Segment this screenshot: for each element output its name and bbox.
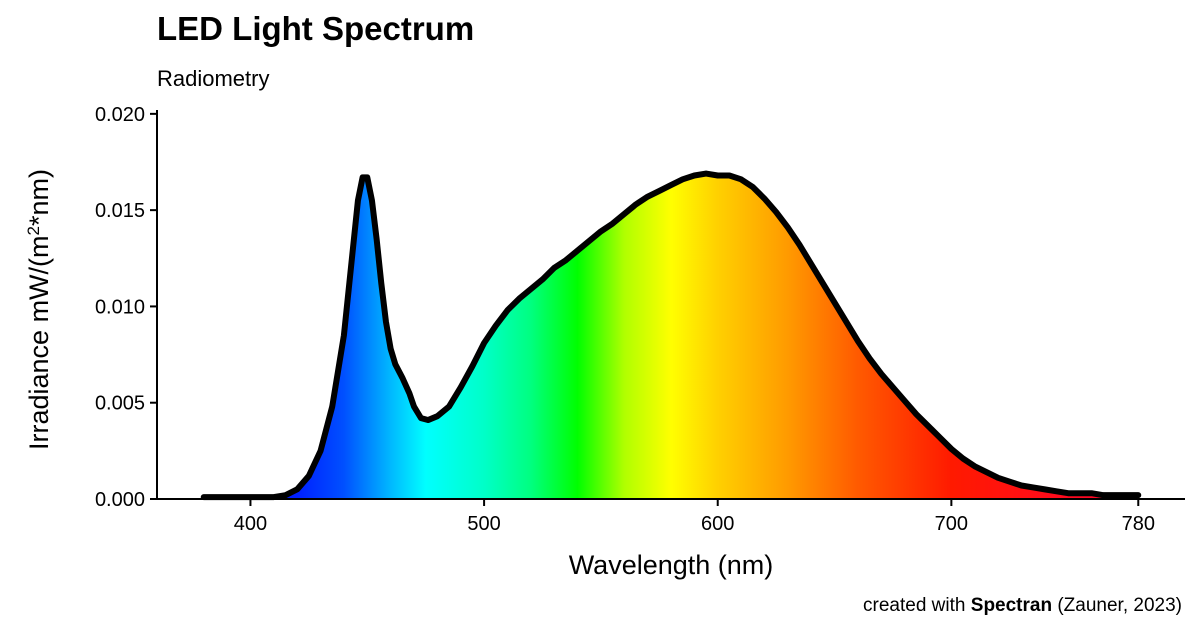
- y-tick-label: 0.005: [95, 393, 145, 415]
- x-tick-label: 780: [1122, 513, 1155, 535]
- x-tick-label: 600: [701, 513, 734, 535]
- y-axis-title-suffix: *nm): [24, 169, 54, 226]
- x-tick-label: 400: [234, 513, 267, 535]
- y-tick-label: 0.000: [95, 489, 145, 511]
- caption: created with Spectran (Zauner, 2023): [863, 595, 1182, 617]
- y-axis-title: Irradiance mW/(m2*nm): [24, 169, 55, 450]
- x-tick-label: 500: [467, 513, 500, 535]
- y-axis-title-prefix: Irradiance mW/(m: [24, 235, 54, 450]
- y-axis-title-superscript: 2: [24, 226, 43, 235]
- chart-title: LED Light Spectrum: [157, 10, 475, 47]
- y-tick-label: 0.010: [95, 296, 145, 318]
- axes: 400 500 600 700 780 0.000 0.005 0.010 0.015 0.020: [95, 104, 1185, 535]
- chart-subtitle: Radiometry: [157, 66, 270, 91]
- caption-tool-name: Spectran: [970, 595, 1053, 616]
- caption-suffix: (Zauner, 2023): [1052, 595, 1182, 616]
- spectrum-line: [200, 170, 1142, 501]
- x-axis-title: Wavelength (nm): [569, 550, 774, 580]
- plot-area: [200, 170, 1142, 501]
- y-tick-label: 0.020: [95, 104, 145, 126]
- caption-prefix: created with: [863, 595, 971, 616]
- x-tick-label: 700: [935, 513, 968, 535]
- y-tick-label: 0.015: [95, 200, 145, 222]
